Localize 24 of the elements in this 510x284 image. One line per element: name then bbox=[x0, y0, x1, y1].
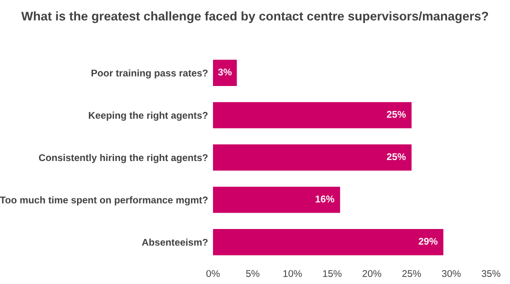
data-label: 25% bbox=[386, 153, 406, 160]
y-tick-label: Consistently hiring the right agents? bbox=[38, 154, 208, 164]
bar bbox=[213, 60, 237, 86]
data-label: 3% bbox=[218, 68, 232, 76]
x-tick-label: 30% bbox=[442, 270, 461, 277]
bar bbox=[213, 102, 412, 128]
y-tick-label: Absenteeism? bbox=[142, 238, 208, 246]
bar bbox=[213, 144, 412, 171]
data-label: 16% bbox=[316, 196, 334, 202]
x-tick-label: 0% bbox=[206, 270, 220, 277]
x-tick-label: 25% bbox=[402, 270, 421, 277]
chart-title: What is the greatest challenge faced by contact centre supervisors/managers? bbox=[21, 11, 488, 24]
y-tick-label: Poor training pass rates? bbox=[92, 69, 208, 78]
data-label: 25% bbox=[386, 110, 406, 118]
x-tick-label: 20% bbox=[362, 270, 382, 277]
bar bbox=[213, 228, 444, 256]
y-tick-label: Too much time spent on performance mgmt? bbox=[0, 196, 208, 206]
y-tick-label: Keeping the right agents? bbox=[88, 112, 208, 121]
x-tick-label: 35% bbox=[482, 270, 500, 277]
x-tick-label: 10% bbox=[283, 270, 302, 277]
x-tick-label: 5% bbox=[246, 270, 260, 277]
bar bbox=[213, 186, 340, 213]
data-label: 29% bbox=[418, 238, 438, 245]
x-tick-label: 15% bbox=[323, 270, 342, 277]
